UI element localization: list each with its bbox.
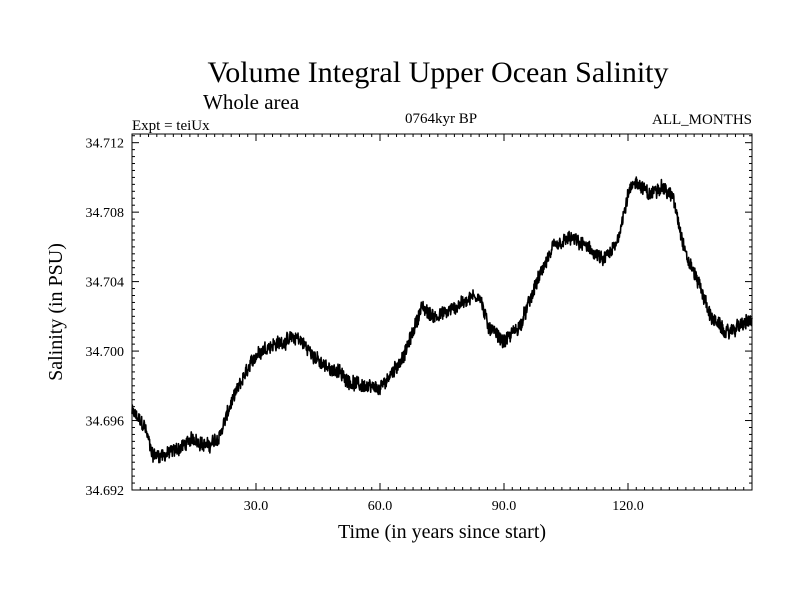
y-tick-label: 34.696 xyxy=(86,415,125,430)
y-axis-label: Salinity (in PSU) xyxy=(45,243,67,381)
months-label: ALL_MONTHS xyxy=(652,112,752,128)
period-label: 0764kyr BP xyxy=(405,111,477,127)
y-tick-label: 34.704 xyxy=(86,276,125,291)
x-tick-label: 90.0 xyxy=(492,499,517,514)
y-tick-label: 34.712 xyxy=(86,137,125,152)
x-tick-label: 60.0 xyxy=(368,499,393,514)
x-tick-label: 30.0 xyxy=(244,499,269,514)
experiment-label: Expt = teiUx xyxy=(132,118,210,134)
series-line-salinity xyxy=(131,176,753,464)
x-axis-label: Time (in years since start) xyxy=(338,521,546,543)
chart-subtitle: Whole area xyxy=(203,90,300,114)
plot-layer xyxy=(131,176,753,464)
chart-title: Volume Integral Upper Ocean Salinity xyxy=(208,56,669,89)
y-tick-label: 34.692 xyxy=(86,484,125,499)
plot-frame xyxy=(131,133,753,491)
x-tick-label: 120.0 xyxy=(612,499,644,514)
y-tick-label: 34.700 xyxy=(86,345,125,360)
y-tick-label: 34.708 xyxy=(86,206,125,221)
